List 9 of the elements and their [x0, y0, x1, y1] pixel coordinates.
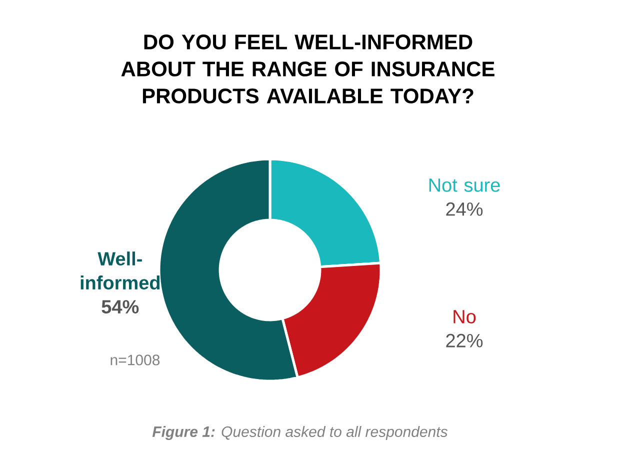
- text: Figure 1: Question asked to all respondents: [152, 426, 448, 440]
- chart-title: DO YOU FEEL WELL-INFORMED ABOUT THE RANGE OF INSURANCE PRODUCTS AVAILABLE TODAY?: [121, 34, 494, 104]
- text: n=1008: [110, 354, 160, 366]
- data-label: 22%: [446, 334, 483, 348]
- slice-label: No: [454, 310, 476, 324]
- data-label: 54%: [102, 300, 139, 314]
- slice-label: Well-informed: [80, 252, 160, 290]
- data-label: 24%: [446, 202, 483, 216]
- slice-label: Not sure: [429, 178, 500, 192]
